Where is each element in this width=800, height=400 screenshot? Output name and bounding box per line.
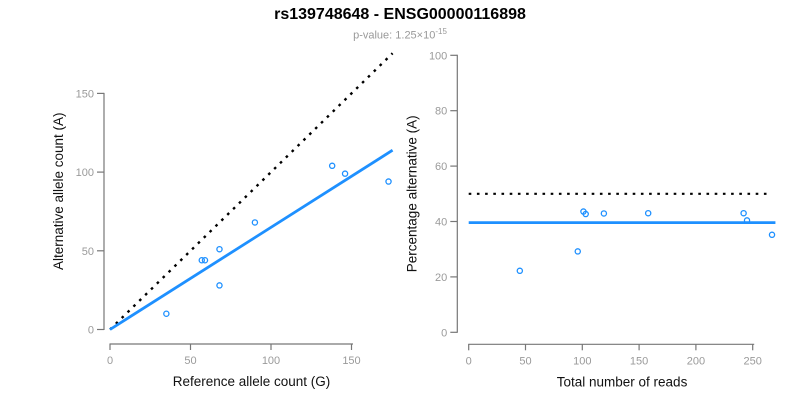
x-tick-label: 50 — [184, 355, 196, 367]
x-axis-title: Reference allele count (G) — [173, 374, 331, 389]
data-point — [328, 162, 336, 170]
identity-line — [109, 52, 394, 331]
y-tick-label: 0 — [88, 325, 94, 337]
x-tick-label: 0 — [466, 355, 472, 367]
data-point — [768, 231, 776, 239]
right-plot: 0 50 100 150 200 250 Total number of reads 0 20 4… — [404, 50, 776, 389]
y-tick-label: 50 — [82, 246, 94, 258]
y-tick-label: 20 — [435, 272, 447, 284]
x-tick-label: 250 — [744, 355, 762, 367]
x-tick-label: 150 — [630, 355, 648, 367]
data-point — [251, 219, 259, 226]
data-point — [341, 170, 349, 177]
x-tick-label: 100 — [573, 355, 591, 367]
data-point — [582, 210, 589, 218]
figure-subtitle: p-value: 1.25×10-15 — [0, 27, 800, 42]
data-point — [201, 256, 209, 264]
data-point — [600, 210, 608, 217]
y-axis-title: Percentage alternative (A) — [404, 115, 419, 272]
fit-line — [109, 149, 394, 331]
y-tick-label: 40 — [435, 217, 447, 229]
x-tick-label: 150 — [342, 355, 360, 367]
figure-title: rs139748648 - ENSG00000116898 — [274, 6, 526, 23]
data-point — [644, 209, 652, 217]
pvalue-text: p-value: 1.25×10 — [353, 29, 436, 42]
data-point — [216, 282, 223, 289]
y-axis-title: Alternative allele count (A) — [51, 112, 66, 270]
data-point — [163, 310, 170, 318]
data-point — [516, 267, 524, 275]
y-tick-label: 150 — [76, 88, 94, 100]
data-point — [198, 256, 206, 264]
x-tick-label: 0 — [107, 355, 113, 367]
y-tick-label: 100 — [76, 167, 94, 179]
y-tick-label: 0 — [441, 327, 447, 339]
data-point — [385, 178, 392, 185]
y-tick-label: 80 — [435, 106, 447, 118]
x-tick-label: 200 — [687, 355, 705, 367]
y-tick-label: 100 — [429, 50, 447, 62]
data-point — [743, 217, 751, 224]
left-plot: 0 50 100 150 Reference allele count (G) 0 50 10… — [51, 52, 394, 389]
data-point — [574, 248, 582, 255]
x-tick-label: 50 — [519, 355, 531, 367]
data-point — [740, 209, 747, 217]
pvalue-exponent: -15 — [435, 27, 447, 36]
x-tick-label: 100 — [262, 355, 280, 367]
y-tick-label: 60 — [435, 161, 447, 173]
data-point — [216, 245, 223, 253]
x-axis-title: Total number of reads — [557, 374, 688, 389]
